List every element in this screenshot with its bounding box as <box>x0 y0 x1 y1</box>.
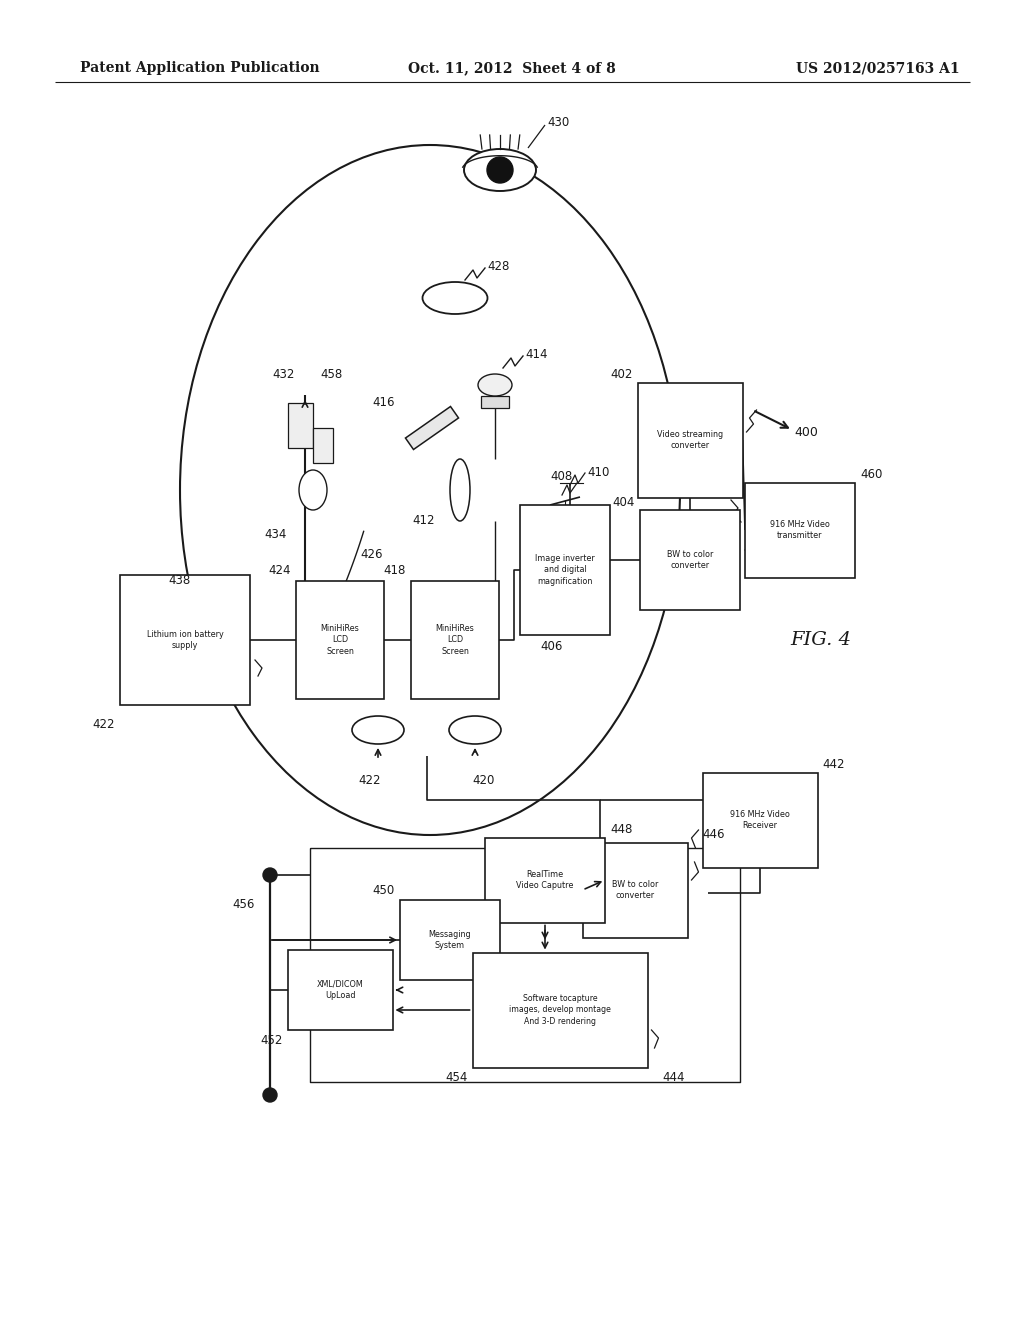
Text: 414: 414 <box>525 347 548 360</box>
Text: 452: 452 <box>260 1034 283 1047</box>
Ellipse shape <box>423 282 487 314</box>
Ellipse shape <box>352 715 404 744</box>
Text: 420: 420 <box>472 774 495 787</box>
Text: 442: 442 <box>822 758 845 771</box>
Text: 422: 422 <box>92 718 115 731</box>
Polygon shape <box>406 407 459 450</box>
FancyBboxPatch shape <box>472 953 647 1068</box>
FancyBboxPatch shape <box>313 428 333 462</box>
Text: 430: 430 <box>547 116 569 129</box>
Text: FIG. 4: FIG. 4 <box>790 631 851 649</box>
Text: 408: 408 <box>551 470 573 483</box>
Text: US 2012/0257163 A1: US 2012/0257163 A1 <box>797 61 961 75</box>
Text: 444: 444 <box>663 1071 685 1084</box>
Text: XML/DICOM
UpLoad: XML/DICOM UpLoad <box>316 979 364 1001</box>
Ellipse shape <box>450 459 470 521</box>
Text: 916 MHz Video
transmitter: 916 MHz Video transmitter <box>770 520 829 540</box>
Text: 418: 418 <box>384 565 406 578</box>
Ellipse shape <box>449 715 501 744</box>
Text: Video streaming
converter: Video streaming converter <box>657 430 723 450</box>
Text: 460: 460 <box>860 469 883 480</box>
Text: BW to color
converter: BW to color converter <box>667 550 713 570</box>
Circle shape <box>263 1088 278 1102</box>
Ellipse shape <box>464 149 536 191</box>
Text: 412: 412 <box>412 513 434 527</box>
Ellipse shape <box>299 470 327 510</box>
FancyBboxPatch shape <box>288 403 312 447</box>
Text: RealTime
Video Caputre: RealTime Video Caputre <box>516 870 573 890</box>
Text: 422: 422 <box>358 774 381 787</box>
Text: 410: 410 <box>587 466 609 479</box>
Text: 458: 458 <box>319 368 342 381</box>
FancyBboxPatch shape <box>520 506 610 635</box>
FancyBboxPatch shape <box>745 483 855 578</box>
Text: Patent Application Publication: Patent Application Publication <box>80 61 319 75</box>
Text: 424: 424 <box>268 565 291 578</box>
FancyBboxPatch shape <box>638 383 742 498</box>
Text: Software tocapture
images, develop montage
And 3-D rendering: Software tocapture images, develop monta… <box>509 994 611 1026</box>
FancyBboxPatch shape <box>702 772 817 867</box>
FancyBboxPatch shape <box>400 900 500 979</box>
Text: 416: 416 <box>372 396 394 409</box>
FancyBboxPatch shape <box>640 510 740 610</box>
Text: 404: 404 <box>612 495 635 508</box>
Text: Image inverter
and digital
magnification: Image inverter and digital magnification <box>536 554 595 586</box>
FancyBboxPatch shape <box>481 396 509 408</box>
Text: 450: 450 <box>373 883 395 896</box>
Text: 916 MHz Video
Receiver: 916 MHz Video Receiver <box>730 810 790 830</box>
FancyBboxPatch shape <box>288 950 392 1030</box>
Text: 434: 434 <box>264 528 287 541</box>
Text: BW to color
converter: BW to color converter <box>611 880 658 900</box>
Text: MiniHiRes
LCD
Screen: MiniHiRes LCD Screen <box>435 624 474 656</box>
FancyBboxPatch shape <box>485 837 605 923</box>
Text: MiniHiRes
LCD
Screen: MiniHiRes LCD Screen <box>321 624 359 656</box>
Text: 400: 400 <box>795 425 818 438</box>
Text: 432: 432 <box>272 368 295 381</box>
Text: 402: 402 <box>610 368 633 381</box>
FancyBboxPatch shape <box>296 581 384 700</box>
FancyBboxPatch shape <box>120 576 250 705</box>
Text: 454: 454 <box>445 1071 468 1084</box>
Ellipse shape <box>478 374 512 396</box>
Text: 456: 456 <box>232 899 255 912</box>
FancyBboxPatch shape <box>411 581 499 700</box>
Text: Oct. 11, 2012  Sheet 4 of 8: Oct. 11, 2012 Sheet 4 of 8 <box>409 61 615 75</box>
Text: 448: 448 <box>610 822 633 836</box>
Text: Lithium ion battery
supply: Lithium ion battery supply <box>146 630 223 649</box>
Text: 428: 428 <box>487 260 509 272</box>
Text: 438: 438 <box>168 573 190 586</box>
Text: 406: 406 <box>540 640 562 653</box>
Text: 446: 446 <box>702 828 725 841</box>
Text: 426: 426 <box>360 549 383 561</box>
Text: Messaging
System: Messaging System <box>429 931 471 950</box>
Circle shape <box>263 869 278 882</box>
Circle shape <box>487 157 513 183</box>
FancyBboxPatch shape <box>583 842 687 937</box>
